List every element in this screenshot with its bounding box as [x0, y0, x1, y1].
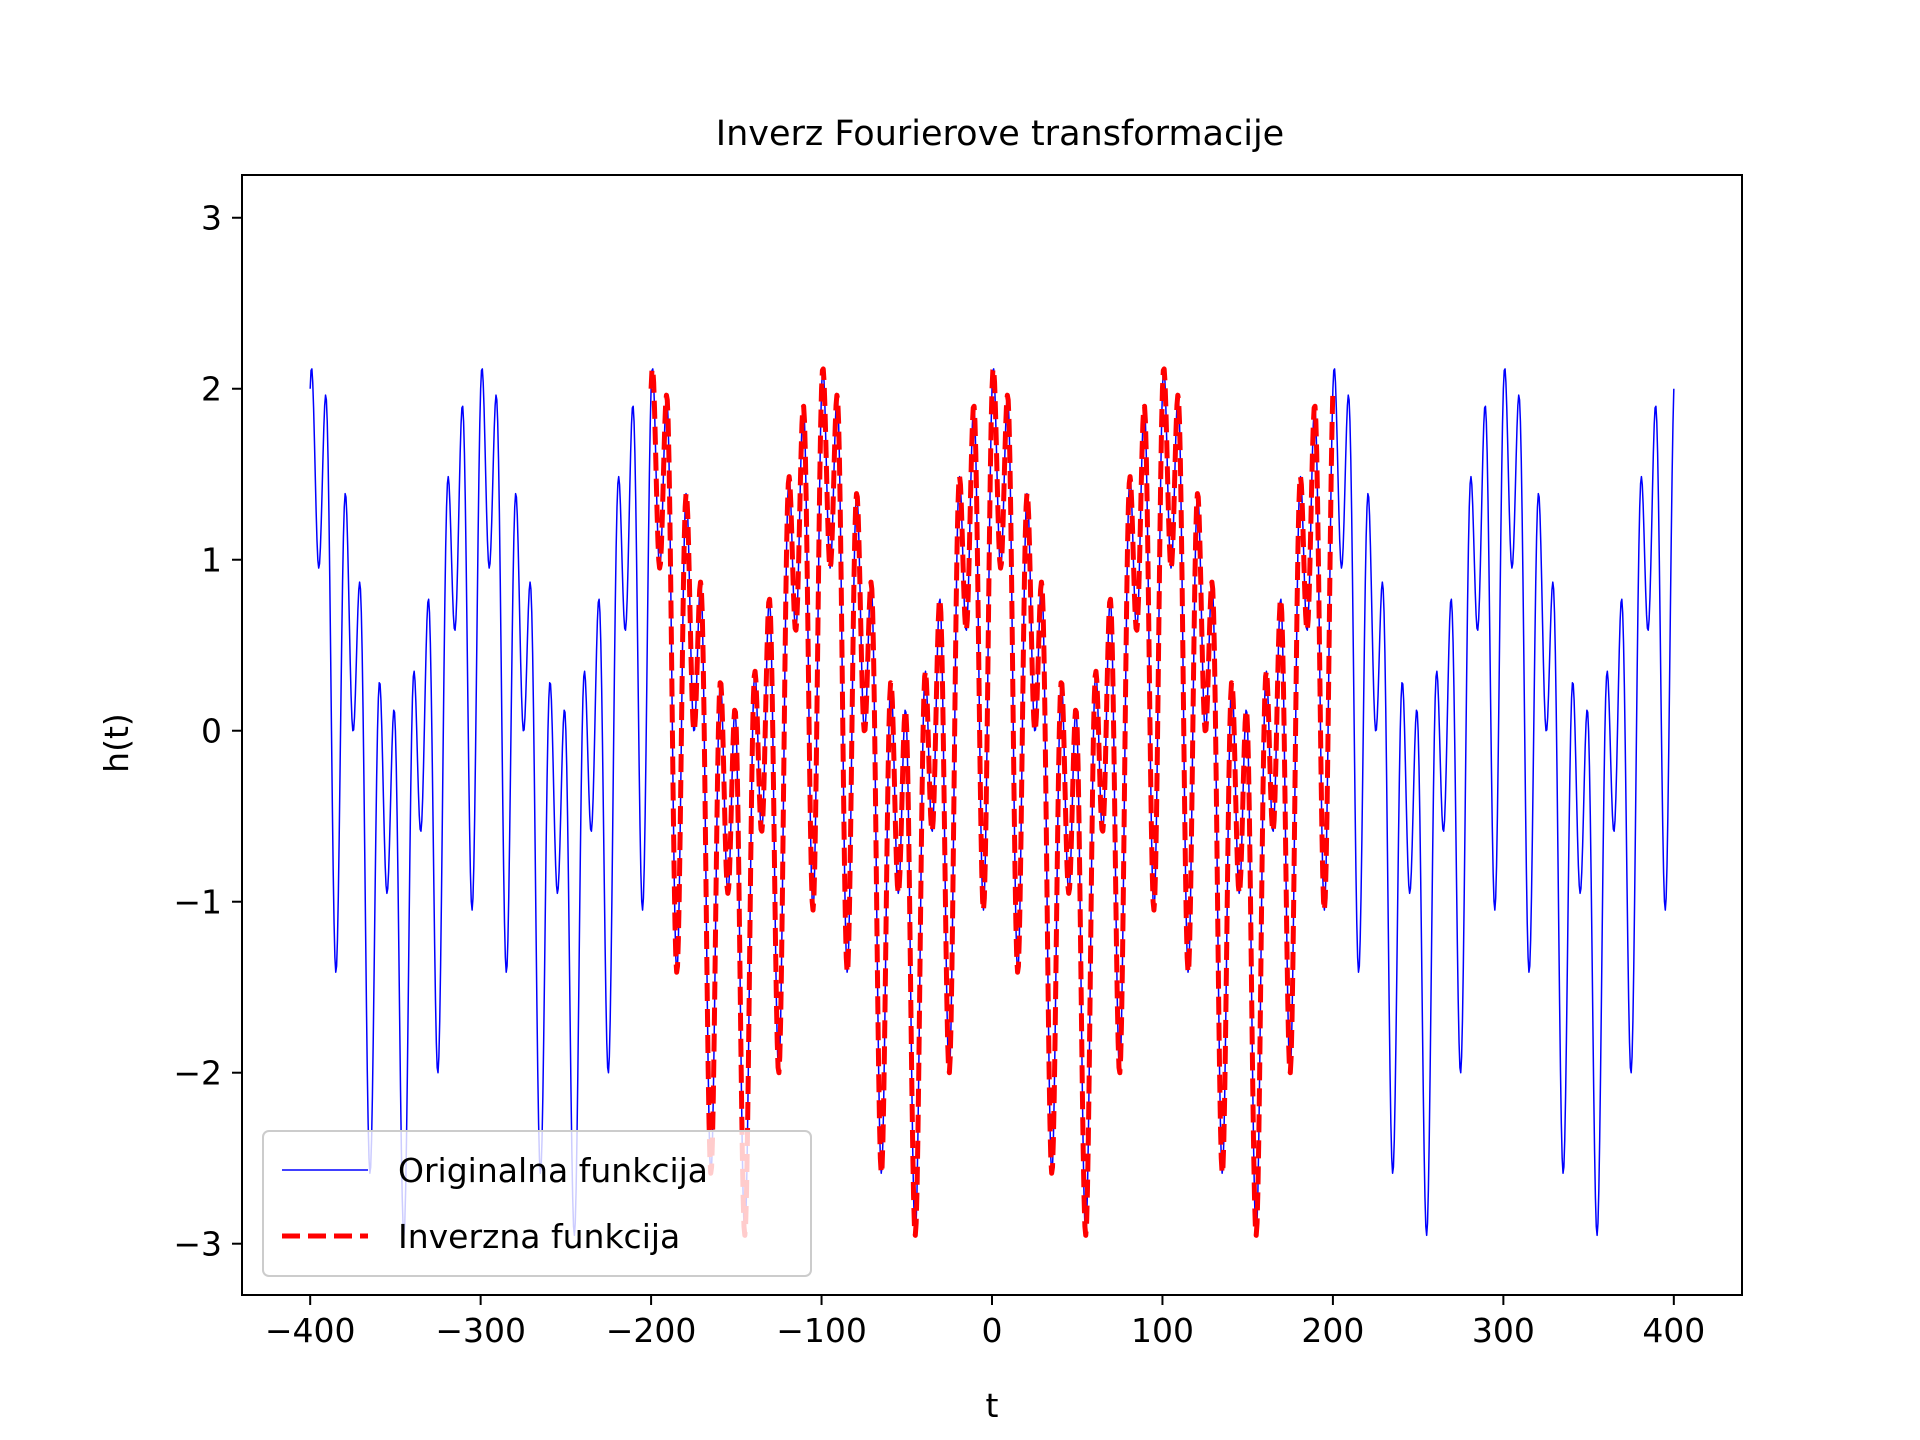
- x-tick-label: 100: [1131, 1311, 1194, 1350]
- legend: Originalna funkcija Inverzna funkcija: [262, 1130, 812, 1277]
- series-line-original: [309, 368, 1675, 1237]
- y-tick-label: −2: [173, 1054, 222, 1093]
- series-line-inverse: [648, 366, 1336, 1238]
- y-tick-label: −3: [173, 1225, 222, 1264]
- legend-box: [262, 1130, 812, 1277]
- legend-label-original: Originalna funkcija: [398, 1151, 708, 1190]
- y-tick-label: 3: [201, 199, 222, 238]
- y-tick-label: 0: [201, 712, 222, 751]
- x-axis-label: t: [986, 1386, 999, 1425]
- x-tick-label: −200: [606, 1311, 697, 1350]
- x-tick-label: 200: [1301, 1311, 1364, 1350]
- y-axis-label: h(t): [97, 713, 136, 773]
- y-tick-label: −1: [173, 883, 222, 922]
- x-tick-label: −100: [776, 1311, 867, 1350]
- x-tick-label: 0: [982, 1311, 1003, 1350]
- y-tick-label: 1: [201, 541, 222, 580]
- legend-label-inverse: Inverzna funkcija: [398, 1217, 680, 1256]
- y-axis: −3 −2 −1 0 1 2 3: [173, 199, 242, 1264]
- y-tick-label: 2: [201, 370, 222, 409]
- x-tick-label: 300: [1472, 1311, 1535, 1350]
- chart-title: Inverz Fourierove transformacije: [716, 114, 1284, 154]
- x-tick-label: −400: [265, 1311, 356, 1350]
- x-axis: −400 −300 −200 −100 0 100 200 300 400: [265, 1295, 1705, 1350]
- x-tick-label: 400: [1642, 1311, 1705, 1350]
- plot-series: [309, 366, 1675, 1238]
- x-tick-label: −300: [435, 1311, 526, 1350]
